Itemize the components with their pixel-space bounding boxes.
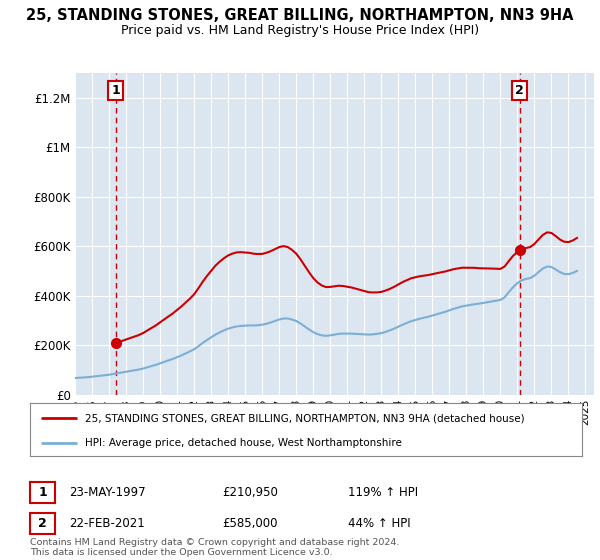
Text: 1: 1 <box>38 486 47 500</box>
Text: 25, STANDING STONES, GREAT BILLING, NORTHAMPTON, NN3 9HA: 25, STANDING STONES, GREAT BILLING, NORT… <box>26 8 574 24</box>
Text: 25, STANDING STONES, GREAT BILLING, NORTHAMPTON, NN3 9HA (detached house): 25, STANDING STONES, GREAT BILLING, NORT… <box>85 413 525 423</box>
Text: 119% ↑ HPI: 119% ↑ HPI <box>348 486 418 500</box>
Text: £585,000: £585,000 <box>222 517 277 530</box>
Text: 1: 1 <box>111 84 120 97</box>
Text: Price paid vs. HM Land Registry's House Price Index (HPI): Price paid vs. HM Land Registry's House … <box>121 24 479 36</box>
Text: 2: 2 <box>38 517 47 530</box>
Text: HPI: Average price, detached house, West Northamptonshire: HPI: Average price, detached house, West… <box>85 438 402 448</box>
Text: £210,950: £210,950 <box>222 486 278 500</box>
Text: 22-FEB-2021: 22-FEB-2021 <box>69 517 145 530</box>
Text: Contains HM Land Registry data © Crown copyright and database right 2024.
This d: Contains HM Land Registry data © Crown c… <box>30 538 400 557</box>
Text: 23-MAY-1997: 23-MAY-1997 <box>69 486 146 500</box>
Text: 2: 2 <box>515 84 524 97</box>
Text: 44% ↑ HPI: 44% ↑ HPI <box>348 517 410 530</box>
